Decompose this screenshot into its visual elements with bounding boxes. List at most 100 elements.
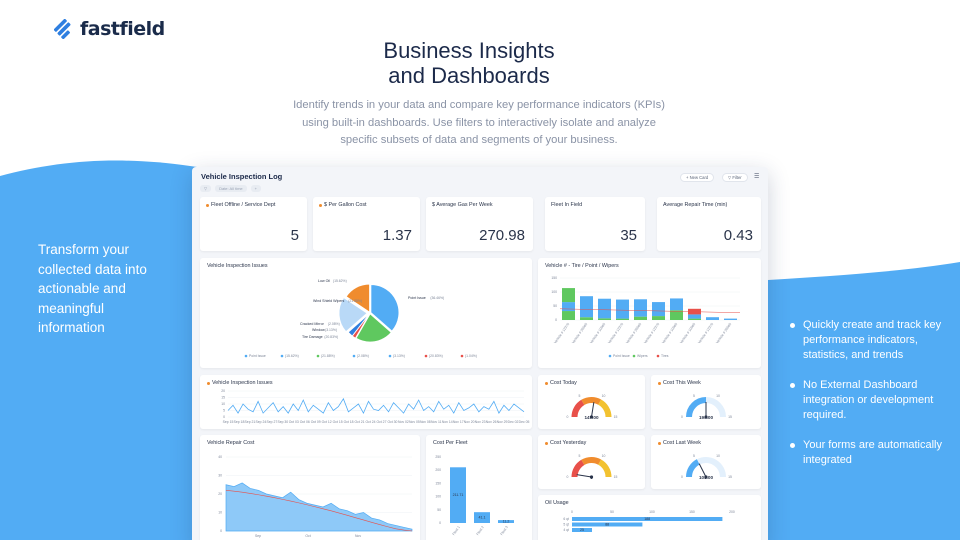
legend-label: Wipers — [637, 354, 648, 358]
bar — [572, 522, 643, 527]
x-tick-label: Vehicle # 10065 — [679, 322, 696, 344]
status-dot-icon — [207, 381, 210, 385]
dashboard-header: Vehicle Inspection Log ▽ Date: All time … — [192, 167, 768, 193]
gauge-chart: 194.00 0 5 10 15 — [681, 394, 732, 420]
bar-segment — [670, 310, 683, 320]
x-tick-label: Vehicle # 12375 — [553, 322, 570, 344]
feature-item: No External Dashboard integration or dev… — [790, 378, 950, 423]
bar-segment — [652, 316, 665, 320]
bar — [474, 512, 490, 523]
bar — [572, 517, 723, 521]
x-tick-label: Sep 24 — [256, 420, 267, 424]
kpi-card[interactable]: Average Repair Time (min) 0.43 — [657, 197, 761, 251]
gauge-arc — [571, 399, 585, 418]
x-tick-label: Oct 24 — [366, 420, 376, 424]
bar-segment — [724, 318, 737, 320]
card-title: Vehicle Inspection Issues — [207, 263, 268, 269]
bar-segment — [652, 302, 665, 317]
card-title: Cost Last Week — [663, 440, 701, 446]
gauge-tick-label: 5 — [579, 394, 581, 398]
menu-icon[interactable]: ☰ — [754, 174, 760, 180]
repair-cost-card[interactable]: Vehicle Repair Cost 0 10 20 30 40 Sep Oct Nov — [200, 435, 420, 540]
bar-data-label: 11.2 — [503, 520, 510, 524]
kpi-card[interactable]: $ Per Gallon Cost 1.37 — [313, 197, 420, 251]
y-tick-label: 10 — [218, 511, 222, 515]
pie-pct-label: (15.62%) — [333, 279, 347, 283]
x-tick-label: Oct — [305, 534, 310, 538]
bar-segment — [688, 314, 701, 319]
kpi-value: 1.37 — [382, 227, 412, 244]
bar-segment — [598, 298, 611, 319]
x-tick-label: Vehicle # 12375 — [643, 322, 660, 344]
kpi-label: Average Repair Time (min) — [663, 202, 728, 208]
repair-cost-area-chart: 0 10 20 30 40 Sep Oct Nov — [218, 455, 413, 538]
y-tick-label: 250 — [435, 455, 441, 459]
legend-swatch — [244, 354, 248, 358]
gauge-chart: 0 0 5 10 15 — [567, 454, 618, 480]
dashboard-screenshot: Vehicle Inspection Log ▽ Date: All time … — [192, 167, 768, 540]
bar-segment — [562, 311, 575, 320]
y-tick-label: 0 — [223, 415, 225, 419]
gauge-card[interactable]: Cost Today 147.00 0 5 10 15 — [538, 375, 645, 429]
left-tagline: Transform your collected data into actio… — [38, 242, 147, 335]
y-tick-label: 30 — [218, 474, 222, 478]
kpi-card[interactable]: $ Average Gas Per Week 270.98 — [426, 197, 533, 251]
x-tick-label: Vehicle # 12375 — [607, 322, 624, 344]
bar — [498, 520, 514, 523]
tire-point-wipers-card[interactable]: Vehicle # - Tire / Point / Wipers 0 50 100… — [538, 258, 761, 368]
y-tick-label: 0 — [439, 521, 441, 525]
gauge-tick-label: 10 — [716, 394, 720, 398]
x-tick-label: Vehicle # 10065 — [589, 322, 606, 344]
status-dot-icon — [206, 203, 209, 207]
kpi-card[interactable]: Fleet Offline / Service Dept 5 — [200, 197, 307, 251]
hero-title-line2: and Dashboards — [388, 63, 550, 88]
pie-chart: Point Issue (36.46%)Wind Shield Wipers (21… — [244, 279, 477, 358]
gauge-tick-label: 5 — [579, 454, 581, 458]
x-tick-label: Sep 15 — [223, 420, 234, 424]
legend-swatch — [388, 354, 392, 358]
legend-label: (3.13%) — [393, 354, 405, 358]
pie-slice-label: Tire Damage — [302, 335, 323, 339]
bar-segment — [634, 316, 647, 320]
gauge-card[interactable]: Cost Last Week 105.00 0 5 10 15 — [651, 435, 761, 489]
x-tick-label: Vehicle # 26565 — [571, 322, 588, 344]
cost-per-fleet-card[interactable]: Cost Per Fleet 0 50 100 150 200 250 211.71 Flee… — [426, 435, 532, 540]
pie-pct-label: (20.83%) — [324, 335, 338, 339]
pie-pct-label: (36.46%) — [430, 296, 444, 300]
bar-data-label: 25 — [580, 528, 584, 532]
inspection-issues-line-card[interactable]: Vehicle Inspection Issues 0 5 10 15 20 Sep 15… — [200, 375, 532, 429]
gauge-tick-label: 10 — [602, 454, 606, 458]
hero-title: Business Insights and Dashboards — [0, 38, 938, 88]
x-tick-label: Oct 09 — [311, 420, 321, 424]
legend-label: (21.88%) — [321, 354, 335, 358]
gauge-arc — [581, 457, 602, 466]
gauge-card[interactable]: Cost This Week 194.00 0 5 10 15 — [651, 375, 761, 429]
oil-usage-card[interactable]: Oil Usage 0 50 100 150 200 6 qt 188 5 qt 88 4 qt 2… — [538, 495, 761, 540]
gauge-arc — [571, 459, 585, 478]
dashboard-filter-row: ▽ Date: All time + — [200, 185, 261, 192]
bar-segment — [580, 296, 593, 318]
card-title: Vehicle Inspection Issues — [212, 380, 273, 386]
gauge-hub — [704, 415, 708, 419]
gauge-tick-label: 0 — [681, 475, 683, 479]
legend-swatch — [460, 354, 464, 358]
funnel-icon[interactable]: ▽ — [200, 185, 212, 192]
x-tick-label: 50 — [610, 510, 614, 514]
date-filter-chip[interactable]: Date: All time — [215, 185, 247, 192]
filter-button[interactable]: ▽ Filter — [722, 173, 748, 182]
kpi-label: $ Per Gallon Cost — [324, 202, 367, 208]
trend-line — [559, 308, 741, 313]
bar-data-label: 88 — [605, 523, 609, 527]
pie-slice-label: Wind Shield Wipers — [313, 299, 345, 303]
new-card-button[interactable]: + New Card — [680, 173, 715, 182]
pie-slice — [345, 283, 370, 313]
legend-label: (1.04%) — [465, 354, 477, 358]
inspection-issues-pie-card[interactable]: Vehicle Inspection Issues Point Issue (36… — [200, 258, 532, 368]
x-tick-label: Vehicle # 10065 — [661, 322, 678, 344]
gauge-card[interactable]: Cost Yesterday 0 0 5 10 15 — [538, 435, 645, 489]
fastfield-logo[interactable]: fastfield — [54, 18, 165, 40]
add-filter-button[interactable]: + — [250, 185, 261, 192]
kpi-card[interactable]: Fleet In Field 35 — [545, 197, 645, 251]
hero-subtitle: Identify trends in your data and compare… — [293, 99, 665, 146]
